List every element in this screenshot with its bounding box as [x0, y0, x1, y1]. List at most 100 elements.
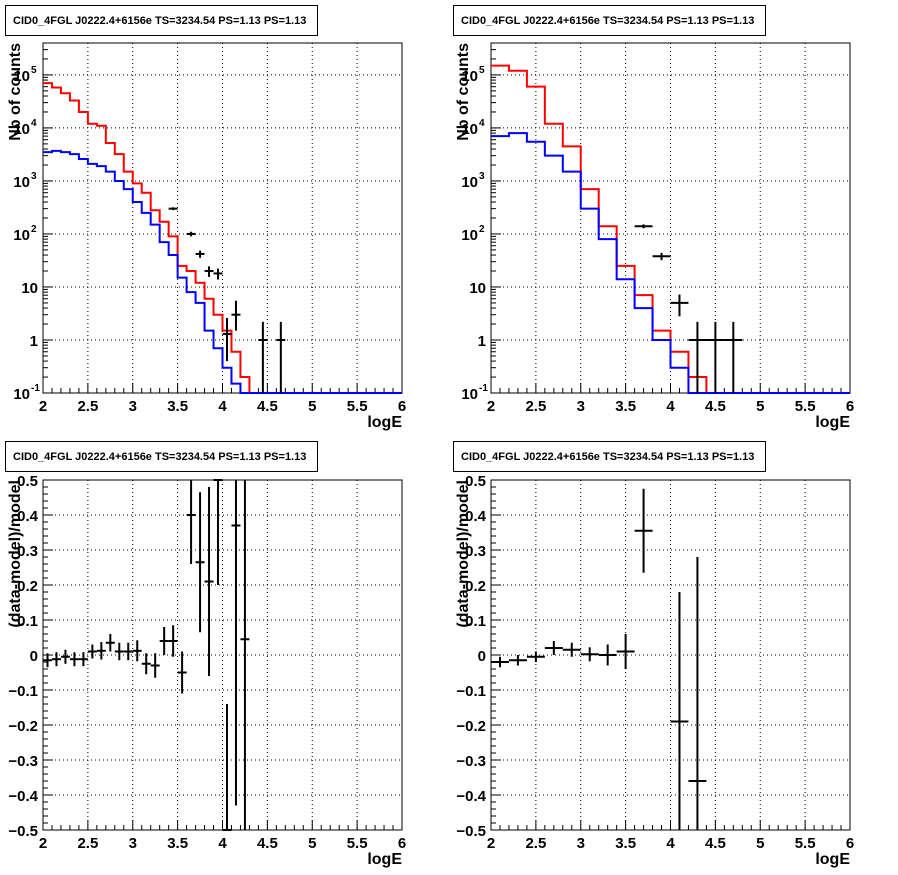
y-tick-label: 10: [13, 121, 30, 138]
y-axis-label: (data-model)/model: [7, 480, 24, 628]
y-axis-label: (data-model)/model: [455, 480, 472, 628]
data-point: [652, 252, 671, 261]
data-point: [598, 644, 617, 666]
y-tick-label: 10: [13, 386, 30, 403]
data-point: [258, 321, 268, 393]
data-point: [51, 652, 61, 667]
title-box: [453, 441, 766, 472]
data-point: [96, 642, 106, 660]
x-axis-label: logE: [367, 414, 402, 431]
y-tick-label: −0.3: [456, 753, 486, 770]
y-tick-label: 10: [461, 227, 478, 244]
title-box: [5, 441, 318, 472]
y-tick-label: 10: [461, 174, 478, 191]
data-point: [132, 640, 142, 662]
y-tick-label: −0.5: [8, 823, 38, 840]
y-tick-exponent: 2: [31, 224, 37, 235]
data-point: [544, 641, 563, 655]
data-point: [87, 644, 97, 659]
y-tick-label: 0.5: [465, 473, 486, 490]
data-point: [204, 266, 214, 277]
grid: [491, 480, 850, 830]
chart-title: CID0_4FGL J0222.4+6156e TS=3234.54 PS=1.…: [13, 15, 306, 27]
y-tick-label: 10: [469, 280, 486, 297]
data-point: [213, 268, 223, 280]
y-tick-label: 0: [478, 648, 486, 665]
chart-title: CID0_4FGL J0222.4+6156e TS=3234.54 PS=1.…: [461, 451, 754, 463]
x-axis-label: logE: [815, 851, 850, 868]
series-1-step-line: [43, 82, 402, 394]
data-point: [114, 642, 124, 661]
y-axis-label: Nb of counts: [455, 43, 472, 141]
data-point: [231, 300, 241, 331]
data-point: [186, 480, 196, 564]
data-point: [69, 652, 79, 667]
y-tick-exponent: 2: [479, 224, 485, 235]
x-tick-label: 2: [487, 398, 495, 415]
y-tick-label: 1: [30, 333, 38, 350]
data-point: [706, 321, 725, 393]
y-tick-exponent: 3: [479, 171, 485, 182]
y-tick-label: −0.2: [456, 718, 486, 735]
x-tick-label: 5.5: [795, 835, 816, 852]
x-tick-label: 4.5: [705, 398, 726, 415]
x-tick-label: 5.5: [347, 835, 368, 852]
data-point: [168, 207, 178, 211]
title-box: [453, 5, 766, 36]
x-tick-label: 3: [129, 398, 137, 415]
data-point: [276, 321, 286, 393]
data-point: [213, 479, 223, 585]
data-point: [526, 651, 545, 662]
x-tick-label: 3.5: [615, 398, 636, 415]
x-tick-label: 4.5: [257, 835, 278, 852]
y-axis-label: Nb of counts: [7, 43, 24, 141]
series-2-step-line: [43, 149, 402, 394]
x-tick-label: 2.5: [77, 835, 98, 852]
y-tick-label: −0.3: [8, 753, 38, 770]
x-axis-label: logE: [815, 414, 850, 431]
x-tick-label: 4.5: [257, 398, 278, 415]
x-tick-label: 3.5: [167, 398, 188, 415]
x-tick-label: 2: [39, 835, 47, 852]
y-tick-label: 10: [461, 68, 478, 85]
chart-panel-2: CID0_4FGL J0222.4+6156e TS=3234.54 PS=1.…: [453, 5, 854, 431]
y-tick-label: −0.1: [456, 683, 486, 700]
x-axis-label: logE: [367, 851, 402, 868]
y-tick-exponent: -1: [479, 383, 488, 394]
y-tick-exponent: 4: [479, 118, 485, 129]
y-tick-label: 0.2: [465, 578, 486, 595]
y-tick-label: −0.2: [8, 718, 38, 735]
data-point: [123, 642, 133, 661]
data-point: [78, 652, 88, 667]
data-point: [177, 651, 187, 694]
chart-panel-3: CID0_4FGL J0222.4+6156e TS=3234.54 PS=1.…: [5, 441, 406, 868]
x-tick-label: 3: [129, 835, 137, 852]
y-tick-label: 10: [13, 68, 30, 85]
y-tick-label: 0.1: [465, 613, 486, 630]
y-tick-label: 1: [478, 333, 486, 350]
data-point: [231, 480, 241, 806]
data-point: [150, 653, 160, 678]
data-point: [688, 557, 707, 830]
x-tick-label: 5.5: [795, 398, 816, 415]
x-tick-label: 6: [398, 398, 406, 415]
y-tick-label: 0.3: [465, 543, 486, 560]
y-tick-exponent: 4: [31, 118, 37, 129]
data-point: [168, 625, 178, 657]
x-tick-label: 2.5: [77, 398, 98, 415]
data-point: [195, 250, 205, 258]
y-tick-label: −0.1: [8, 683, 38, 700]
x-tick-label: 4: [666, 398, 675, 415]
data-point: [634, 488, 653, 573]
y-tick-label: 10: [13, 174, 30, 191]
y-tick-label: −0.4: [8, 788, 38, 805]
x-tick-label: 3: [577, 398, 585, 415]
chart-title: CID0_4FGL J0222.4+6156e TS=3234.54 PS=1.…: [461, 15, 754, 27]
x-tick-label: 2.5: [525, 835, 546, 852]
y-tick-exponent: -1: [31, 383, 40, 394]
y-tick-label: 0.2: [17, 578, 38, 595]
x-tick-label: 5: [308, 835, 316, 852]
x-tick-label: 2.5: [525, 398, 546, 415]
data-point: [580, 647, 599, 662]
